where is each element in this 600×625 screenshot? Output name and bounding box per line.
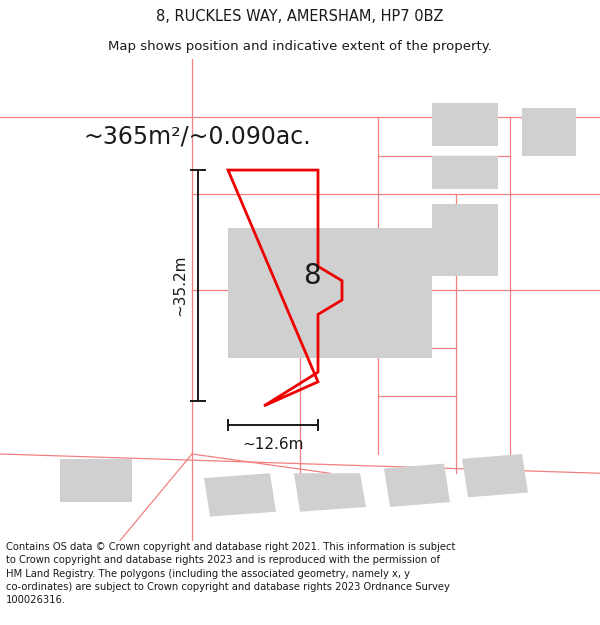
Polygon shape: [294, 473, 366, 512]
Polygon shape: [432, 102, 498, 146]
Text: ~35.2m: ~35.2m: [173, 255, 187, 316]
Text: Contains OS data © Crown copyright and database right 2021. This information is : Contains OS data © Crown copyright and d…: [6, 542, 455, 605]
Text: ~365m²/~0.090ac.: ~365m²/~0.090ac.: [84, 124, 311, 148]
Polygon shape: [384, 464, 450, 507]
Polygon shape: [462, 454, 528, 498]
Text: Map shows position and indicative extent of the property.: Map shows position and indicative extent…: [108, 40, 492, 52]
Polygon shape: [204, 473, 276, 516]
Text: 8: 8: [303, 262, 321, 290]
Polygon shape: [432, 204, 498, 276]
Text: 8, RUCKLES WAY, AMERSHAM, HP7 0BZ: 8, RUCKLES WAY, AMERSHAM, HP7 0BZ: [156, 9, 444, 24]
Polygon shape: [228, 228, 432, 358]
Polygon shape: [60, 459, 132, 502]
Polygon shape: [432, 156, 498, 189]
Text: ~12.6m: ~12.6m: [242, 437, 304, 452]
Polygon shape: [522, 107, 576, 156]
